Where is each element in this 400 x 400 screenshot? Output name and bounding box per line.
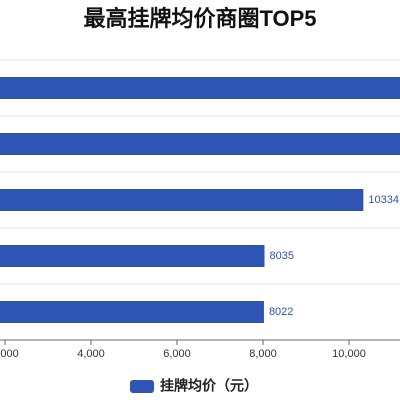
x-tick-label: 4,000 [77,348,105,360]
value-label: 10334 [368,194,399,206]
bar [0,77,400,99]
x-tick-label: 8,000 [249,348,277,360]
bar [0,245,265,267]
bar [0,189,364,211]
legend-label: 挂牌均价（元） [160,378,258,394]
x-tick-label: 2,000 [0,348,19,360]
bar [0,133,400,155]
x-tick-label: 6,000 [163,348,191,360]
chart-title: 最高挂牌均价商圈TOP5 [83,6,316,31]
value-label: 8035 [270,250,294,262]
value-label: 8022 [269,306,293,318]
x-tick-label: 10,000 [332,348,366,360]
legend-swatch [130,380,154,393]
bar [0,301,264,323]
